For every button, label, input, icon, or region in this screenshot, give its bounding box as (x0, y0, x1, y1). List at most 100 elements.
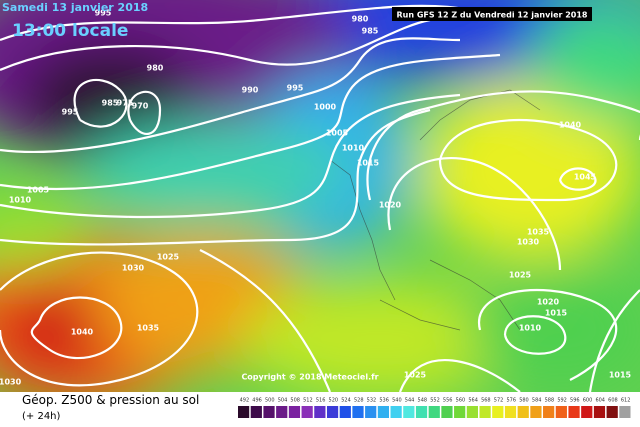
isobar-label: 985 (102, 99, 119, 108)
color-swatch (365, 406, 377, 418)
isobar-label: 1010 (519, 324, 542, 333)
color-swatch (441, 406, 453, 418)
isobar-label: 1020 (379, 201, 402, 210)
isobar-label: 1045 (574, 173, 597, 182)
isobar-label: 970 (132, 102, 149, 111)
color-swatch (581, 406, 593, 418)
footer-title: Géop. Z500 & pression au sol (22, 393, 199, 407)
legend-label: 544 (405, 398, 415, 404)
copyright: Copyright © 2018 Meteociel.fr (241, 373, 378, 382)
color-swatch (479, 406, 491, 418)
color-swatch (238, 406, 250, 418)
isobar-label: 1040 (559, 121, 582, 130)
legend-label: 568 (481, 398, 491, 404)
isobar-label: 1005 (27, 186, 50, 195)
isobar-label: 1005 (326, 129, 349, 138)
legend-label: 532 (367, 398, 377, 404)
color-swatch (314, 406, 326, 418)
run-box (392, 7, 592, 21)
legend-label: 548 (418, 398, 428, 404)
legend-label: 596 (570, 398, 580, 404)
isobar-label: 995 (62, 108, 79, 117)
isobar-label: 1030 (0, 378, 22, 387)
color-swatch (555, 406, 567, 418)
color-swatch (568, 406, 580, 418)
color-swatch (301, 406, 313, 418)
legend-label: 528 (354, 398, 364, 404)
run-info: Run GFS 12 Z du Vendredi 12 janvier 2018 (397, 11, 588, 20)
legend-label: 508 (290, 398, 300, 404)
color-swatch (250, 406, 262, 418)
isobar-label: 1010 (9, 196, 32, 205)
color-swatch (454, 406, 466, 418)
footer-lead: (+ 24h) (22, 411, 61, 422)
isobar-label: 1015 (609, 371, 632, 380)
color-legend: 492 496 500 504 508 512 516 520 524 528 532 536 540 5… (238, 398, 631, 418)
isobar-label: 975 (117, 99, 134, 108)
isobar-label: 1025 (509, 271, 532, 280)
isobar-label: 1025 (157, 253, 180, 262)
color-swatch (619, 406, 631, 418)
legend-label: 540 (392, 398, 402, 404)
isobar-label: 980 (147, 64, 164, 73)
legend-label: 512 (303, 398, 313, 404)
legend-label: 572 (494, 398, 504, 404)
legend-label: 516 (316, 398, 326, 404)
isobar-label: 1040 (71, 328, 94, 337)
legend-label: 504 (278, 398, 288, 404)
isobar-label: 1010 (342, 144, 365, 153)
color-swatch (352, 406, 364, 418)
color-swatch (543, 406, 555, 418)
color-swatch (466, 406, 478, 418)
color-swatch (415, 406, 428, 418)
color-swatch (517, 406, 529, 418)
color-swatch (339, 406, 351, 418)
isobar-label: 1035 (137, 324, 160, 333)
legend-label: 520 (329, 398, 339, 404)
color-swatch (593, 406, 606, 418)
isobar-label: 1025 (404, 371, 427, 380)
isobars (0, 4, 640, 392)
legend-label: 496 (252, 398, 262, 404)
color-swatch (504, 406, 517, 418)
isobar-label: 995 (287, 84, 304, 93)
legend-label: 592 (557, 398, 567, 404)
color-swatch (288, 406, 301, 418)
isobar-labels: 995 985 980 980 995 985 975 970 990 995 … (0, 9, 632, 387)
legend-label: 576 (506, 398, 516, 404)
isobar-label: 1030 (122, 264, 145, 273)
color-swatch (390, 406, 402, 418)
date: Samedi 13 janvier 2018 (2, 1, 148, 14)
map-field: 995 985 980 980 995 985 975 970 990 995 … (0, 0, 640, 392)
color-swatch (403, 406, 415, 418)
legend-label: 564 (468, 398, 478, 404)
legend-label: 612 (621, 398, 631, 404)
color-swatch (276, 406, 288, 418)
legend-label: 588 (545, 398, 555, 404)
legend-label: 492 (240, 398, 250, 404)
local-time: 13:00 locale (12, 21, 128, 41)
legend-label: 604 (595, 398, 605, 404)
legend-label: 524 (341, 398, 351, 404)
legend-label: 584 (532, 398, 542, 404)
color-swatch (326, 406, 339, 418)
legend-label: 556 (443, 398, 453, 404)
isobar-label: 1015 (545, 309, 568, 318)
isobar-label: 990 (242, 86, 259, 95)
color-swatch (606, 406, 618, 418)
color-swatch (377, 406, 390, 418)
color-swatch (428, 406, 440, 418)
legend-label: 552 (430, 398, 440, 404)
isobar-label: 1020 (537, 298, 560, 307)
legend-label: 580 (519, 398, 529, 404)
legend-label: 608 (608, 398, 618, 404)
legend-label: 600 (583, 398, 593, 404)
isobar-label: 995 (95, 9, 112, 18)
color-swatch (530, 406, 542, 418)
isobar-label: 985 (362, 27, 379, 36)
isobar-label: 1030 (517, 238, 540, 247)
isobar-label: 1035 (527, 228, 550, 237)
isobar-label: 980 (352, 15, 369, 24)
